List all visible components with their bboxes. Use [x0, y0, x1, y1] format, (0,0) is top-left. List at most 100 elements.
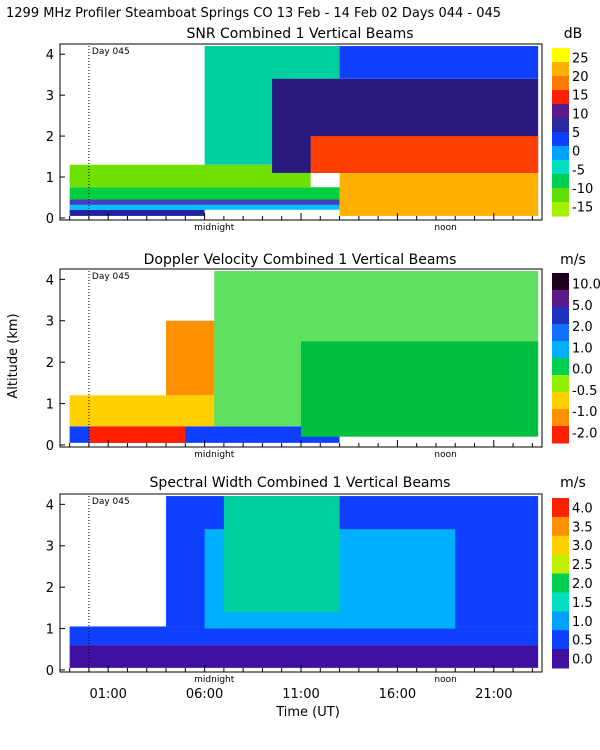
doppler-y-tick-label: 1 — [46, 398, 54, 413]
snr-colorbar-swatch — [552, 188, 569, 203]
doppler-y-tick-label: 2 — [46, 356, 54, 371]
width-echo-region — [69, 645, 539, 668]
snr-colorbar-label: 5 — [572, 126, 580, 141]
doppler-midnight-label: midnight — [194, 450, 235, 460]
width-colorbar-swatch — [552, 592, 569, 612]
snr-echo-region — [69, 199, 340, 205]
width-colorbar-swatch — [552, 516, 569, 537]
snr-colorbar-label: -5 — [572, 163, 585, 178]
doppler-colorbar-swatch — [552, 358, 569, 376]
width-colorbar-swatch — [552, 649, 569, 669]
width-colorbar-swatch — [552, 554, 569, 575]
snr-colorbar-swatch — [552, 118, 569, 133]
width-colorbar-label: 1.5 — [572, 596, 593, 611]
snr-y-tick-label: 2 — [46, 130, 54, 145]
snr-colorbar-swatch — [552, 104, 569, 119]
snr-echo-region — [339, 46, 539, 79]
snr-colorbar-swatch — [552, 202, 569, 217]
width-y-tick-label: 3 — [46, 540, 54, 555]
width-colorbar-swatch — [552, 630, 569, 650]
doppler-colorbar-label: -1.0 — [572, 405, 597, 420]
snr-colorbar-label: 20 — [572, 70, 589, 85]
snr-colorbar-label: 25 — [572, 51, 589, 66]
doppler-y-tick-label: 4 — [46, 273, 54, 288]
width-colorbar-swatch — [552, 611, 569, 631]
snr-colorbar-label: 15 — [572, 89, 589, 104]
doppler-colorbar: 10.0 5.0 2.0 1.0 0.0 -0.5 -1.0 -2.0 — [552, 273, 600, 444]
x-tick-label: 21:00 — [475, 687, 512, 702]
width-y-tick-label: 2 — [46, 581, 54, 596]
snr-colorbar-swatch — [552, 62, 569, 77]
width-colorbar-label: 3.5 — [572, 520, 593, 535]
doppler-colorbar-label: 2.0 — [572, 320, 593, 335]
snr-colorbar-label: 10 — [572, 107, 589, 122]
doppler-y-tick-label: 3 — [46, 315, 54, 330]
x-tick-label: 01:00 — [89, 687, 126, 702]
doppler-colorbar-swatch — [552, 307, 569, 325]
width-colorbar-label: 3.0 — [572, 539, 593, 554]
width-colorbar-label: 1.0 — [572, 615, 593, 630]
doppler-colorbar-label: 1.0 — [572, 341, 593, 356]
doppler-colorbar-swatch — [552, 392, 569, 410]
doppler-colorbar-label: 5.0 — [572, 299, 593, 314]
figure-title: 1299 MHz Profiler Steamboat Springs CO 1… — [6, 6, 501, 21]
doppler-colorbar-swatch — [552, 290, 569, 308]
doppler-y-tick-label: 0 — [46, 439, 54, 454]
snr-echo-region — [69, 204, 340, 210]
doppler-day-label: Day 045 — [92, 272, 130, 282]
doppler-panel-title: Doppler Velocity Combined 1 Vertical Bea… — [144, 252, 457, 268]
x-axis-label: Time (UT) — [275, 705, 340, 720]
doppler-colorbar-swatch — [552, 409, 569, 427]
width-midnight-label: midnight — [194, 675, 235, 685]
snr-y-tick-label: 4 — [46, 48, 54, 63]
doppler-echo-region — [88, 426, 186, 443]
doppler-colorbar-swatch — [552, 341, 569, 359]
snr-colorbar-swatch — [552, 174, 569, 189]
snr-panel-title: SNR Combined 1 Vertical Beams — [186, 26, 413, 42]
width-unit-label: m/s — [560, 475, 586, 491]
width-colorbar-label: 2.0 — [572, 577, 593, 592]
doppler-colorbar-label: -0.5 — [572, 384, 597, 399]
doppler-colorbar-label: 10.0 — [572, 278, 600, 293]
snr-y-tick-label: 3 — [46, 89, 54, 104]
doppler-noon-label: noon — [434, 450, 456, 460]
doppler-colorbar-swatch — [552, 324, 569, 342]
x-tick-label: 16:00 — [379, 687, 416, 702]
snr-unit-label: dB — [564, 26, 583, 42]
snr-colorbar-label: -15 — [572, 201, 593, 216]
width-noon-label: noon — [434, 675, 456, 685]
snr-noon-label: noon — [434, 223, 456, 233]
doppler-unit-label: m/s — [560, 252, 586, 268]
snr-echo-region — [69, 187, 340, 200]
width-y-tick-label: 1 — [46, 623, 54, 638]
doppler-panel: Doppler Velocity Combined 1 Vertical Bea… — [46, 252, 600, 460]
doppler-colorbar-label: 0.0 — [572, 363, 593, 378]
width-colorbar-swatch — [552, 498, 569, 518]
x-tick-label: 11:00 — [282, 687, 319, 702]
snr-y-tick-label: 1 — [46, 171, 54, 186]
doppler-colorbar-label: -2.0 — [572, 426, 597, 441]
snr-colorbar-swatch — [552, 90, 569, 105]
width-colorbar-swatch — [552, 573, 569, 593]
snr-colorbar-swatch — [552, 146, 569, 161]
snr-echo-region — [69, 164, 311, 188]
snr-day-label: Day 045 — [92, 47, 130, 57]
doppler-colorbar-swatch — [552, 375, 569, 393]
doppler-echo-region — [301, 341, 539, 437]
snr-colorbar-swatch — [552, 132, 569, 147]
width-y-tick-label: 4 — [46, 498, 54, 513]
snr-colorbar-swatch — [552, 76, 569, 91]
snr-colorbar-label: -10 — [572, 182, 593, 197]
snr-colorbar-swatch — [552, 48, 569, 63]
snr-y-tick-label: 0 — [46, 212, 54, 227]
width-day-label: Day 045 — [92, 497, 130, 507]
width-heatmap — [69, 496, 539, 668]
snr-echo-region — [339, 172, 539, 216]
snr-colorbar-label: 0 — [572, 145, 580, 160]
width-colorbar-label: 0.0 — [572, 653, 593, 668]
width-colorbar-label: 2.5 — [572, 558, 593, 573]
width-y-tick-label: 0 — [46, 664, 54, 679]
snr-midnight-label: midnight — [194, 223, 235, 233]
doppler-colorbar-swatch — [552, 426, 569, 444]
doppler-colorbar-swatch — [552, 273, 569, 291]
